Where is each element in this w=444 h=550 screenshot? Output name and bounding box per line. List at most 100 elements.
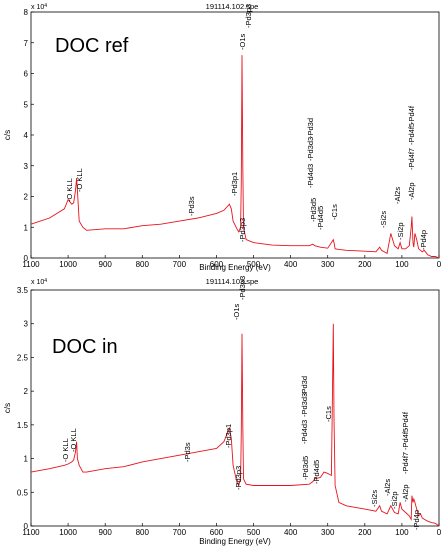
x-axis-label: Binding Energy (eV) [199, 537, 271, 546]
x-tick-label: 300 [321, 260, 335, 269]
peak-label-pd4p: -Pd4p [412, 510, 421, 530]
x-tick-label: 800 [136, 528, 150, 537]
peak-label-pd3d: -Pd3d [300, 376, 309, 396]
y-tick-label: 2 [24, 387, 29, 396]
x-tick-label: 200 [358, 528, 372, 537]
peak-label-pd3p3-top: -Pd3p3 [244, 4, 253, 28]
peak-label-o-kll-1: -O KLL [61, 438, 70, 462]
x-ticks: 1100 1000 900 800 700 600 500 400 300 200 100 0 [22, 255, 442, 269]
y-tick-label: 1.5 [17, 421, 29, 430]
peak-label-si2s: -Si2s [379, 211, 388, 228]
y-tick-label: 2 [24, 193, 29, 202]
peak-label-c1s: -C1s [330, 204, 339, 220]
x-tick-label: 200 [358, 260, 372, 269]
peak-label-o-kll-2: -O KLL [75, 168, 84, 192]
peak-label-pd3s: -Pd3s [183, 442, 192, 462]
peak-label-c1s: -C1s [324, 406, 333, 422]
peak-label-pd4f7: -Pd4f7 [407, 148, 416, 170]
peak-label-pd4f5: -Pd4f5 [401, 428, 410, 450]
x-tick-label: 600 [210, 528, 224, 537]
x-ticks: 1100 1000 900 800 700 600 500 400 300 200 100 0 [22, 523, 442, 537]
peak-label-pd4d3: -Pd4d3 [306, 164, 315, 188]
y-axis-label: c/s [3, 130, 12, 140]
peak-label-pd3p3-top: -Pd3p3 [238, 276, 247, 300]
spectrum-line [30, 55, 440, 259]
spectrum-line [30, 323, 440, 527]
x-tick-label: 400 [284, 260, 298, 269]
chart-panel-doc-in: x 104 191114.103.spe DOC in c/s Binding … [3, 276, 442, 546]
x-tick-label: 400 [284, 528, 298, 537]
y-tick-label: 8 [24, 8, 29, 17]
y-exponent-label: x 104 [31, 278, 47, 286]
peak-label-pd3d3: -Pd3d3 [306, 137, 315, 161]
peak-label-pd3p3: -Pd3p3 [234, 466, 243, 490]
peak-label-pd3d3: -Pd3d3 [300, 393, 309, 417]
chart-title: 191114.103.spe [206, 277, 259, 286]
y-tick-label: 3.5 [17, 286, 29, 295]
x-tick-label: 500 [247, 528, 261, 537]
peak-label-pd4d5: -Pd4d5 [312, 460, 321, 484]
y-tick-label: 3 [24, 162, 29, 171]
peak-label-pd4f7: -Pd4f7 [401, 452, 410, 474]
x-tick-label: 100 [395, 260, 409, 269]
peak-label-pd4p: -Pd4p [419, 230, 428, 250]
peak-label-pd3s: -Pd3s [187, 196, 196, 216]
peak-label-si2s: -Si2s [370, 490, 379, 507]
x-tick-label: 300 [321, 528, 335, 537]
peak-label-al2p: -Al2p [407, 182, 416, 200]
x-tick-label: 600 [210, 260, 224, 269]
y-tick-label: 1 [24, 455, 29, 464]
peak-label-pd3d5: -Pd3d5 [309, 198, 318, 222]
x-tick-label: 700 [173, 260, 187, 269]
peak-label-pd3p1: -Pd3p1 [224, 424, 233, 448]
x-tick-label: 700 [173, 528, 187, 537]
x-tick-label: 500 [247, 260, 261, 269]
peak-label-o-kll-1: -O KLL [65, 178, 74, 202]
peak-label-pd3p1: -Pd3p1 [230, 172, 239, 196]
plot-frame [30, 289, 440, 527]
x-tick-label: 800 [136, 260, 150, 269]
x-tick-label: 100 [395, 528, 409, 537]
chart-title: 191114.102.spe [206, 2, 259, 11]
x-tick-label: 900 [99, 260, 113, 269]
peak-label-al2s: -Al2s [383, 479, 392, 496]
peak-label-o-kll-2: -O KLL [69, 428, 78, 452]
peak-label-o1s: -O1s [238, 33, 247, 50]
y-exponent-label: x 104 [31, 3, 47, 11]
y-tick-label: 0 [24, 522, 29, 531]
y-tick-label: 6 [24, 70, 29, 79]
peak-label-si2p: -Si2p [396, 222, 405, 240]
peak-label-pd4d3: -Pd4d3 [300, 420, 309, 444]
y-tick-label: 0.5 [17, 488, 29, 497]
peak-label-pd3d5: -Pd3d5 [301, 456, 310, 480]
chart-panel-doc-ref: x 104 191114.102.spe DOC ref c/s Binding… [3, 2, 442, 272]
peak-label-al2p: -Al2p [401, 484, 410, 502]
sample-label: DOC ref [55, 35, 129, 57]
peak-label-pd4f: -Pd4f [407, 105, 416, 124]
y-axis-label: c/s [3, 403, 12, 413]
y-tick-label: 3 [24, 320, 29, 329]
peak-label-pd4d5: -Pd4d5 [316, 206, 325, 230]
x-tick-label: 1000 [59, 260, 77, 269]
x-tick-label: 1100 [22, 528, 40, 537]
y-tick-label: 2.5 [17, 353, 29, 362]
y-ticks: 0 0.5 1 1.5 2 2.5 3 3.5 [17, 286, 34, 531]
x-tick-label: 0 [437, 260, 442, 269]
x-tick-label: 900 [99, 528, 113, 537]
y-tick-label: 1 [24, 223, 29, 232]
sample-label: DOC in [52, 336, 118, 358]
y-tick-label: 0 [24, 254, 29, 263]
peak-label-pd4f5: -Pd4f5 [407, 123, 416, 145]
x-axis-label: Binding Energy (eV) [199, 263, 271, 272]
x-tick-label: 1000 [59, 528, 77, 537]
y-ticks: 0 1 2 3 4 5 6 7 8 [24, 8, 34, 263]
y-tick-label: 5 [24, 100, 29, 109]
x-tick-label: 1100 [22, 260, 40, 269]
y-tick-label: 7 [24, 39, 29, 48]
peak-label-pd3p3: -Pd3p3 [238, 218, 247, 242]
peak-label-pd3d: -Pd3d [306, 118, 315, 138]
peak-label-si2p: -Si2p [390, 491, 399, 509]
peak-label-al2s: -Al2s [393, 187, 402, 204]
peak-label-pd4f: -Pd4f [401, 411, 410, 430]
